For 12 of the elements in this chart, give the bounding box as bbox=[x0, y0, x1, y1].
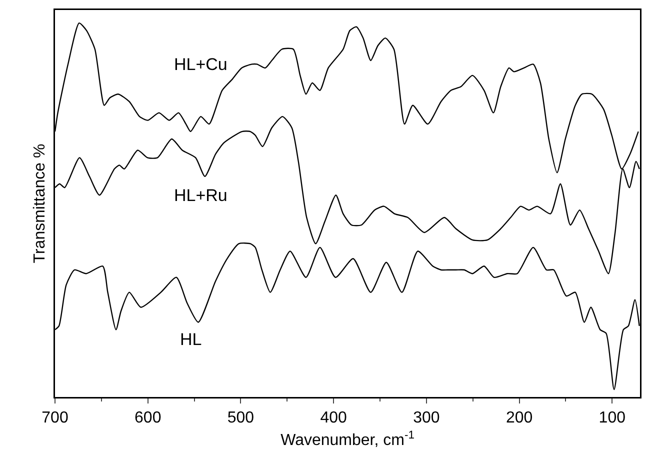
series-label: HL+Ru bbox=[174, 186, 228, 205]
x-tick-label: 500 bbox=[227, 410, 254, 427]
x-tick-label: 700 bbox=[42, 410, 68, 427]
x-tick-label: 600 bbox=[134, 410, 162, 427]
x-tick-label: 100 bbox=[598, 410, 626, 427]
x-tick-label: 200 bbox=[506, 410, 533, 427]
x-tick-label: 300 bbox=[413, 410, 440, 427]
series-label: HL+Cu bbox=[174, 55, 228, 74]
x-axis-title: Wavenumber, cm$^{-1}$ bbox=[280, 429, 414, 450]
x-tick-label: 400 bbox=[320, 410, 348, 427]
series-label: HL bbox=[180, 330, 202, 349]
y-axis-title: Transmittance % bbox=[32, 144, 49, 264]
